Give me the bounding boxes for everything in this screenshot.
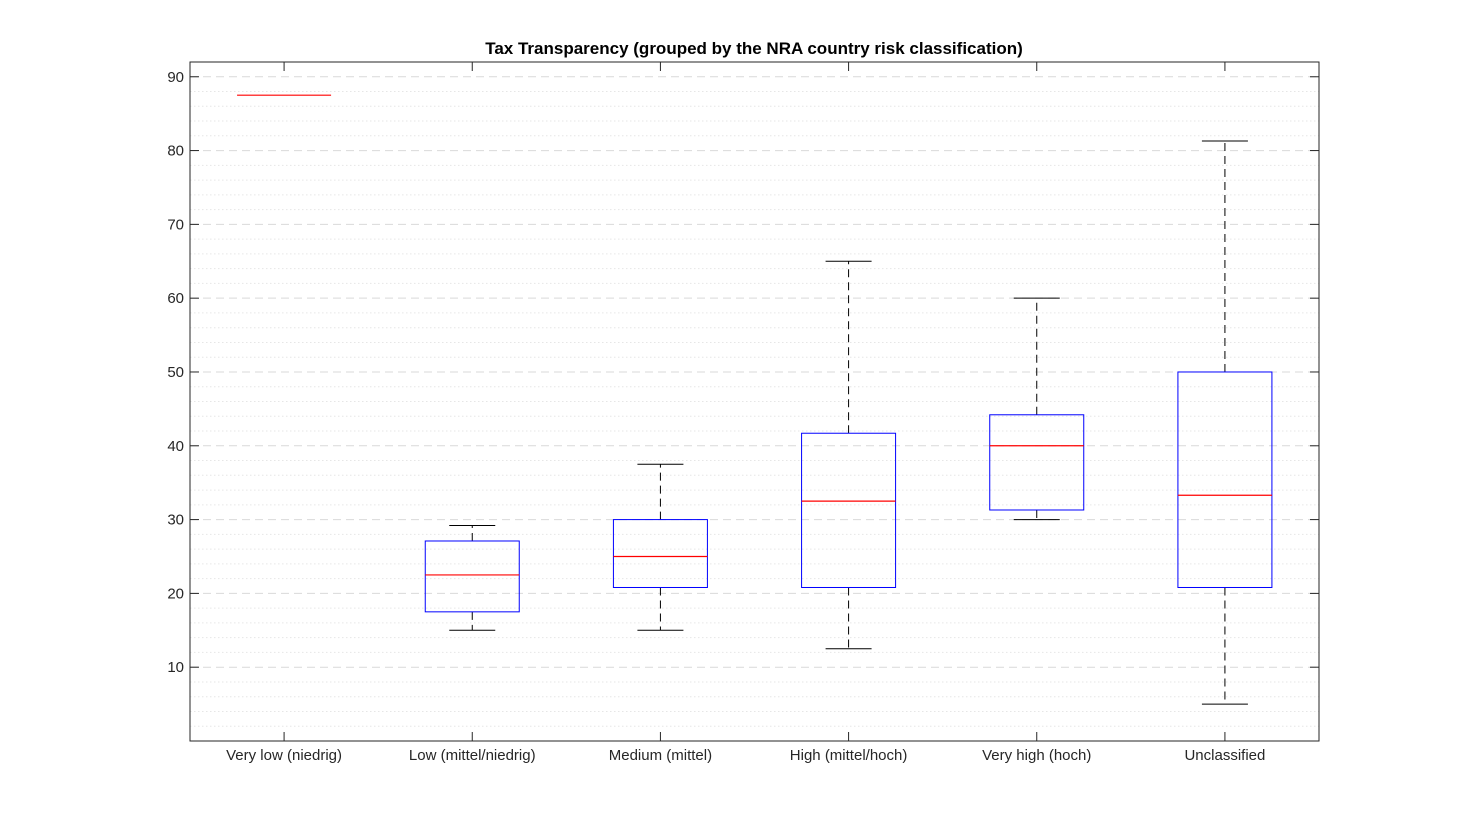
y-tick-label: 30 [167,512,184,529]
x-category-label: Medium (mittel) [609,747,712,764]
y-tick-label: 40 [167,438,184,455]
chart-title: Tax Transparency (grouped by the NRA cou… [485,39,1023,58]
x-category-label: Very high (hoch) [982,747,1091,764]
iqr-box [1177,371,1273,588]
x-category-label: High (mittel/hoch) [790,747,908,764]
y-tick-label: 80 [167,143,184,160]
y-tick-label: 20 [167,585,184,602]
plot-area-border [189,61,1320,742]
box-series [237,94,1273,705]
box-group [989,297,1085,521]
x-category-label: Very low (niedrig) [226,747,342,764]
iqr-box [612,519,708,588]
box-group [1177,140,1273,705]
iqr-box [989,414,1085,511]
iqr-box [801,432,897,588]
y-tick-label: 90 [167,69,184,86]
y-tick-label: 10 [167,659,184,676]
box-group [424,524,520,631]
x-category-label: Unclassified [1184,747,1265,764]
box-group [801,260,897,650]
y-tick-label: 60 [167,290,184,307]
grid-lines [190,76,1319,727]
y-tick-label: 50 [167,364,184,381]
axes: 10 20 30 40 50 60 70 80 90 Very low (niedrig) Low … [167,61,1320,764]
y-tick-label: 70 [167,216,184,233]
x-category-label: Low (mittel/niedrig) [409,747,536,764]
iqr-box [424,540,520,613]
box-group [612,463,708,631]
